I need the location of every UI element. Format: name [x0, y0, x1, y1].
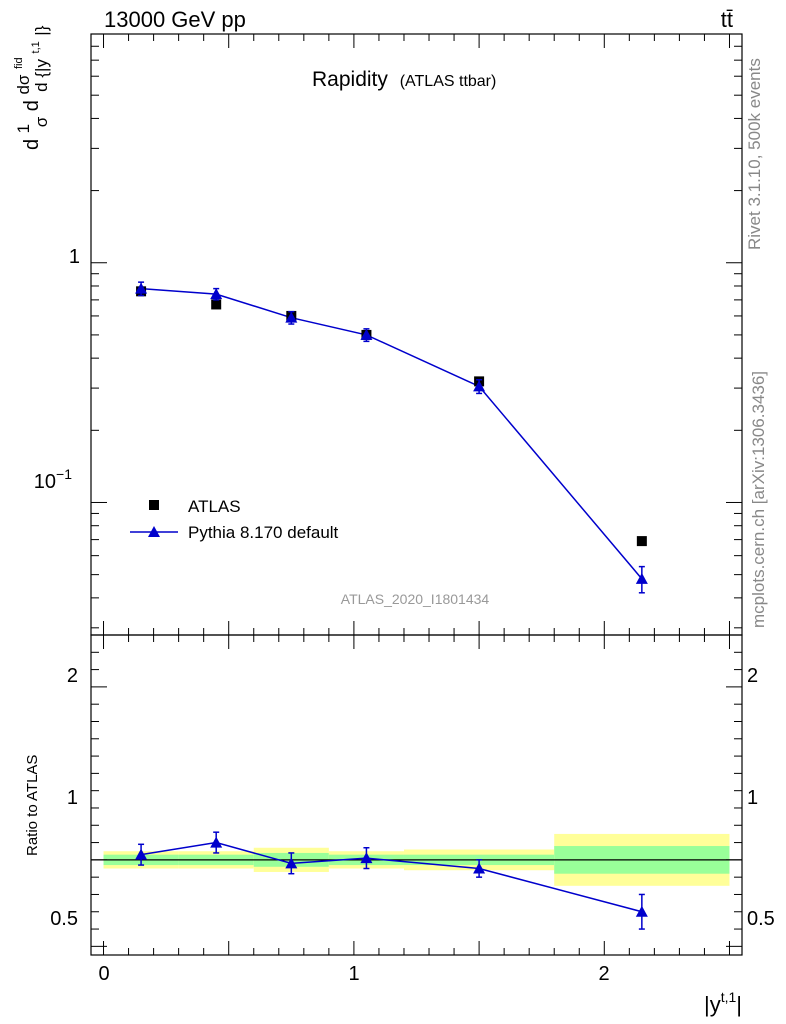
ylabel-close: |}: [32, 25, 51, 35]
ratio-point: [360, 852, 373, 864]
main-ylabel: d 1 σ d dσ fid d {|y t,1 |}: [5, 25, 52, 150]
analysis-label: ATLAS_2020_I1801434: [341, 591, 490, 607]
legend-atlas-label: ATLAS: [188, 497, 241, 516]
ratio-ytick-0.5-right: 0.5: [747, 908, 775, 930]
ratio-point: [635, 905, 648, 917]
ratio-point: [285, 857, 298, 869]
ylabel-sigma: σ: [32, 116, 51, 127]
legend-atlas-marker: [149, 500, 159, 510]
main-ytick-exp: −1: [56, 466, 72, 482]
ratio-point: [473, 862, 486, 874]
ylabel-dy: d {|y: [32, 59, 51, 92]
pythia-series-line: [141, 287, 643, 580]
xlabel-end: |: [736, 992, 742, 1017]
chart-title-main: Rapidity: [312, 68, 388, 91]
ratio-ytick-1: 1: [67, 787, 78, 809]
mcplots-label: mcplots.cern.ch [arXiv:1306.3436]: [749, 371, 768, 628]
atlas-point: [211, 299, 222, 310]
x-axis-label: |yt,1|: [704, 989, 742, 1017]
ratio-ytick-0.5: 0.5: [50, 908, 78, 930]
xlabel-main: |y: [704, 992, 721, 1017]
main-ytick-0.1: 10−1: [34, 466, 72, 493]
main-marks: [135, 281, 648, 594]
ratio-point: [210, 836, 223, 848]
rivet-label: Rivet 3.1.10, 500k events: [745, 58, 764, 250]
energy-label: 13000 GeV pp: [104, 7, 246, 32]
main-panel: Rapidity (ATLAS ttbar) ATLAS_2020_I18014…: [5, 25, 743, 636]
pythia-point: [473, 380, 486, 392]
ratio-ylabel: Ratio to ATLAS: [24, 755, 41, 856]
ylabel-dsigma: dσ: [14, 74, 33, 94]
ratio-ytick-2-right: 2: [747, 665, 758, 687]
ratio-panel: Ratio to ATLAS 2 1 0.5 2 1 0.5 0 1 2 |yt…: [24, 634, 775, 1017]
svg-text:d 1 σ: d 1 σ d dσ fid d {|y t,1 |}: [5, 25, 52, 150]
legend-pythia-label: Pythia 8.170 default: [188, 523, 339, 542]
xlabel-sup: t,1: [721, 989, 737, 1005]
ylabel-one: 1: [14, 124, 33, 133]
pythia-point: [360, 328, 373, 340]
chart-subtitle: (ATLAS ttbar): [400, 73, 497, 90]
ylabel-d: d: [21, 139, 43, 150]
ratio-point: [135, 848, 148, 860]
ratio-frame: [90, 634, 743, 956]
pythia-point: [635, 572, 648, 584]
ylabel-fid: fid: [13, 57, 25, 69]
main-ytick-base: 10: [34, 471, 56, 493]
pythia-point: [285, 311, 298, 323]
xtick-2: 2: [598, 963, 609, 985]
ratio-ytick-1-right: 1: [747, 787, 758, 809]
ratio-series-line: [140, 841, 643, 913]
legend-pythia-marker: [148, 526, 160, 537]
ratio-bands: [91, 833, 742, 886]
pythia-point: [135, 282, 148, 294]
ratio-ticks: [91, 634, 742, 955]
main-ytick-1: 1: [69, 246, 80, 268]
pythia-point: [210, 288, 223, 300]
chart-title: Rapidity (ATLAS ttbar): [312, 68, 496, 91]
atlas-point: [636, 536, 647, 547]
legend: ATLAS Pythia 8.170 default: [130, 497, 339, 542]
ylabel-d2: d: [21, 100, 43, 111]
ratio-ytick-2: 2: [67, 665, 78, 687]
main-ticks: [91, 33, 742, 635]
xtick-0: 0: [98, 963, 109, 985]
xtick-1: 1: [348, 963, 359, 985]
ylabel-sup: t,1: [30, 41, 42, 53]
process-label: tt̄: [721, 7, 733, 32]
ratio-marks: [135, 831, 648, 930]
